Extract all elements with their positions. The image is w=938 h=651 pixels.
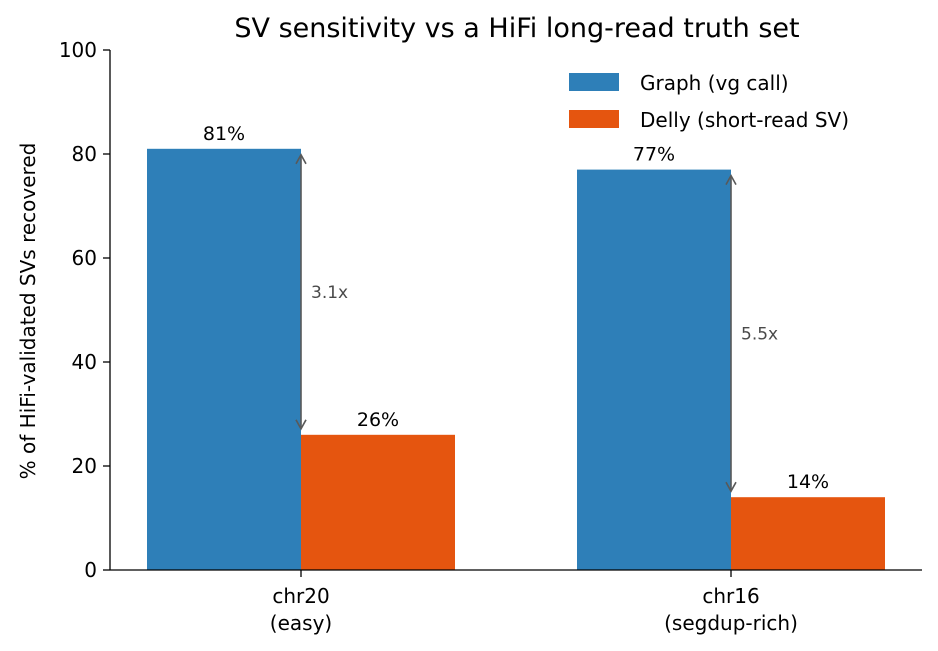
y-tick-label: 20 bbox=[72, 454, 97, 478]
ratio-arrow: 5.5x bbox=[725, 173, 778, 493]
y-axis-label: % of HiFi-validated SVs recovered bbox=[16, 143, 40, 480]
ratio-arrow-head-top bbox=[295, 153, 307, 165]
x-tick-label: chr16 bbox=[702, 584, 759, 608]
y-tick-label: 100 bbox=[59, 38, 97, 62]
ratio-arrow-head-top bbox=[725, 173, 737, 185]
legend-label-delly: Delly (short-read SV) bbox=[640, 108, 849, 132]
data-label: 14% bbox=[787, 471, 829, 493]
bar-delly-chr20 bbox=[301, 434, 455, 570]
data-label: 26% bbox=[357, 409, 399, 431]
bar-graph-chr16 bbox=[577, 169, 731, 570]
ratio-label: 5.5x bbox=[741, 324, 778, 344]
ratio-arrow: 3.1x bbox=[295, 153, 348, 431]
y-tick-label: 40 bbox=[72, 350, 97, 374]
bar-graph-chr20 bbox=[147, 148, 301, 571]
y-axis-label-group: % of HiFi-validated SVs recovered bbox=[16, 143, 40, 480]
legend-swatch-graph bbox=[569, 73, 619, 91]
x-tick-label: chr20 bbox=[272, 584, 329, 608]
x-axis-ticks: chr20 (easy) chr16 (segdup-rich) bbox=[270, 570, 798, 635]
ratio-arrow-head-bottom bbox=[725, 481, 737, 493]
data-label: 81% bbox=[203, 123, 245, 145]
ratio-label: 3.1x bbox=[311, 283, 348, 303]
x-tick-sublabel: (segdup-rich) bbox=[664, 611, 798, 635]
ratio-annotations: 3.1x 5.5x bbox=[295, 153, 778, 493]
data-labels: 81% 26% 77% 14% bbox=[203, 123, 829, 493]
bars bbox=[147, 148, 885, 571]
y-axis-ticks: 0 20 40 60 80 100 bbox=[59, 38, 110, 582]
legend-label-graph: Graph (vg call) bbox=[640, 71, 789, 95]
y-tick-label: 80 bbox=[72, 142, 97, 166]
bar-delly-chr16 bbox=[731, 497, 885, 570]
legend-swatch-delly bbox=[569, 110, 619, 128]
legend: Graph (vg call) Delly (short-read SV) bbox=[569, 71, 849, 132]
ratio-arrow-head-bottom bbox=[295, 419, 307, 431]
x-tick-sublabel: (easy) bbox=[270, 611, 332, 635]
data-label: 77% bbox=[633, 144, 675, 166]
y-tick-label: 0 bbox=[84, 558, 97, 582]
y-tick-label: 60 bbox=[72, 246, 97, 270]
chart-title: SV sensitivity vs a HiFi long-read truth… bbox=[234, 13, 799, 44]
